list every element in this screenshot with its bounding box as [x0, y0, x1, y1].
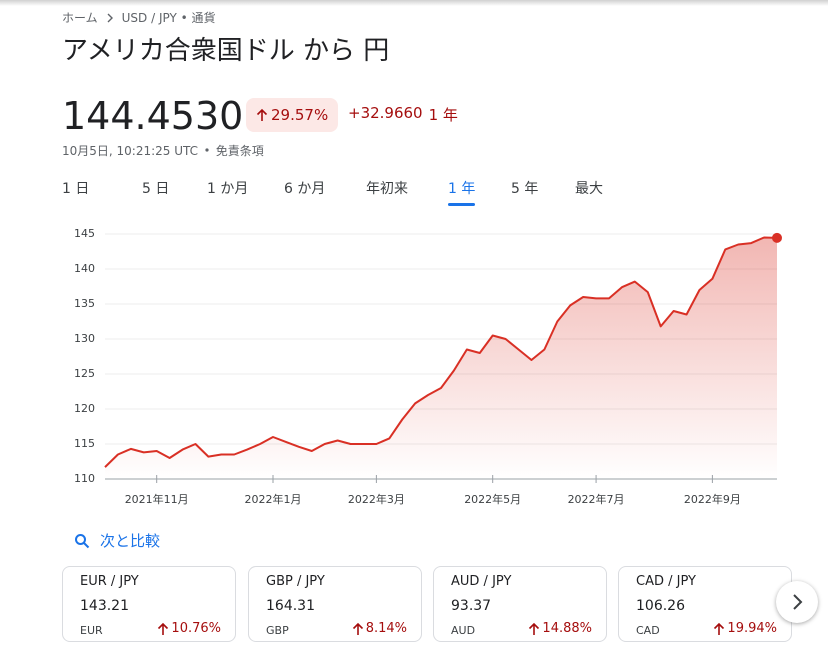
compare-label[interactable]: 次と比較	[100, 532, 161, 550]
card-change: 14.88%	[528, 621, 592, 636]
x-tick-label: 2022年3月	[348, 492, 405, 506]
range-tab[interactable]: 1 か月	[207, 181, 249, 197]
range-tab[interactable]: 5 年	[511, 181, 539, 197]
arrow-path	[352, 622, 363, 635]
compare-card[interactable]: CAD / JPY 106.26 CAD 19.94%	[618, 566, 792, 642]
up-arrow	[529, 622, 540, 635]
card-price: 106.26	[636, 598, 685, 614]
y-tick-label: 140	[74, 262, 95, 275]
y-tick-label: 130	[74, 332, 95, 345]
range-tab[interactable]: 5 日	[142, 181, 170, 197]
chart: 110 115 120 125 130 135 140 145 2021年11月 2022年1月 2…	[74, 227, 782, 506]
y-tick-label: 135	[74, 297, 95, 310]
chevron-right	[793, 594, 803, 610]
breadcrumb-home[interactable]: ホーム	[62, 11, 98, 25]
x-tick-label: 2022年5月	[464, 492, 521, 506]
card-currency: CAD	[636, 624, 660, 637]
area	[105, 237, 777, 479]
range-tab[interactable]: 1 日	[62, 181, 90, 197]
change-period: 1 年	[428, 106, 458, 124]
x-tick-label: 2022年1月	[245, 492, 302, 506]
range-tab[interactable]: 年初来	[366, 181, 408, 197]
up-arrow	[714, 622, 725, 635]
y-tick-label: 110	[74, 472, 95, 485]
page-title: アメリカ合衆国ドル から 円	[62, 36, 390, 66]
compare-card[interactable]: GBP / JPY 164.31 GBP 8.14%	[248, 566, 422, 642]
card-pair: GBP / JPY	[266, 574, 325, 589]
card-pair: CAD / JPY	[636, 574, 696, 589]
card-change-percent: 14.88%	[542, 621, 592, 636]
up-arrow	[256, 108, 268, 121]
range-tab[interactable]: 6 か月	[284, 181, 326, 197]
card-change: 8.14%	[352, 621, 407, 636]
up-arrow	[352, 622, 363, 635]
change-pill: 29.57%	[246, 98, 339, 132]
card-price: 164.31	[266, 598, 315, 614]
range-tab[interactable]: 1 年	[448, 178, 476, 206]
next-button[interactable]	[776, 581, 818, 623]
timestamp: 10月5日, 10:21:25 UTC	[62, 144, 199, 158]
breadcrumb: ホーム USD / JPY • 通貨	[62, 9, 216, 26]
price: 144.4530	[62, 94, 244, 138]
card-currency: EUR	[80, 624, 103, 637]
card-pair: AUD / JPY	[451, 574, 512, 589]
y-tick-label: 145	[74, 227, 95, 240]
x-tick-label: 2022年9月	[684, 492, 741, 506]
card-change: 10.76%	[157, 621, 221, 636]
arrow-path	[529, 622, 540, 635]
up-arrow	[158, 622, 169, 635]
compare-card[interactable]: EUR / JPY 143.21 EUR 10.76%	[62, 566, 236, 642]
change-value: +32.9660	[348, 104, 423, 122]
range-tab[interactable]: 最大	[575, 181, 603, 197]
compare-link[interactable]: 次と比較	[74, 530, 160, 551]
arrow-path	[158, 622, 169, 635]
y-tick-label: 125	[74, 367, 95, 380]
top-shadow	[0, 0, 828, 6]
y-tick-label: 115	[74, 437, 95, 450]
x-tick-label: 2022年7月	[568, 492, 625, 506]
card-change-percent: 8.14%	[365, 621, 407, 636]
change-percent: 29.57%	[271, 106, 329, 124]
disclaimer-link[interactable]: 免責条項	[215, 144, 264, 158]
card-change: 19.94%	[713, 621, 777, 636]
arrow-path	[714, 622, 725, 635]
compare-card[interactable]: AUD / JPY 93.37 AUD 14.88%	[433, 566, 607, 642]
card-change-percent: 19.94%	[727, 621, 777, 636]
breadcrumb-current: USD / JPY • 通貨	[121, 11, 216, 25]
chevron	[107, 13, 113, 22]
timestamp-row: 10月5日, 10:21:25 UTC 免責条項	[62, 142, 264, 159]
card-price: 143.21	[80, 598, 129, 614]
y-tick-label: 120	[74, 402, 95, 415]
price-line	[104, 236, 778, 468]
last-point	[772, 232, 782, 243]
card-change-percent: 10.76%	[171, 621, 221, 636]
card-pair: EUR / JPY	[80, 574, 139, 589]
card-currency: GBP	[266, 624, 289, 637]
card-currency: AUD	[451, 624, 476, 637]
dot-separator	[205, 148, 209, 152]
card-price: 93.37	[451, 598, 492, 614]
search-icon	[75, 533, 90, 548]
change: +32.9660 1 年	[348, 104, 458, 125]
x-tick-label: 2021年11月	[125, 492, 189, 506]
